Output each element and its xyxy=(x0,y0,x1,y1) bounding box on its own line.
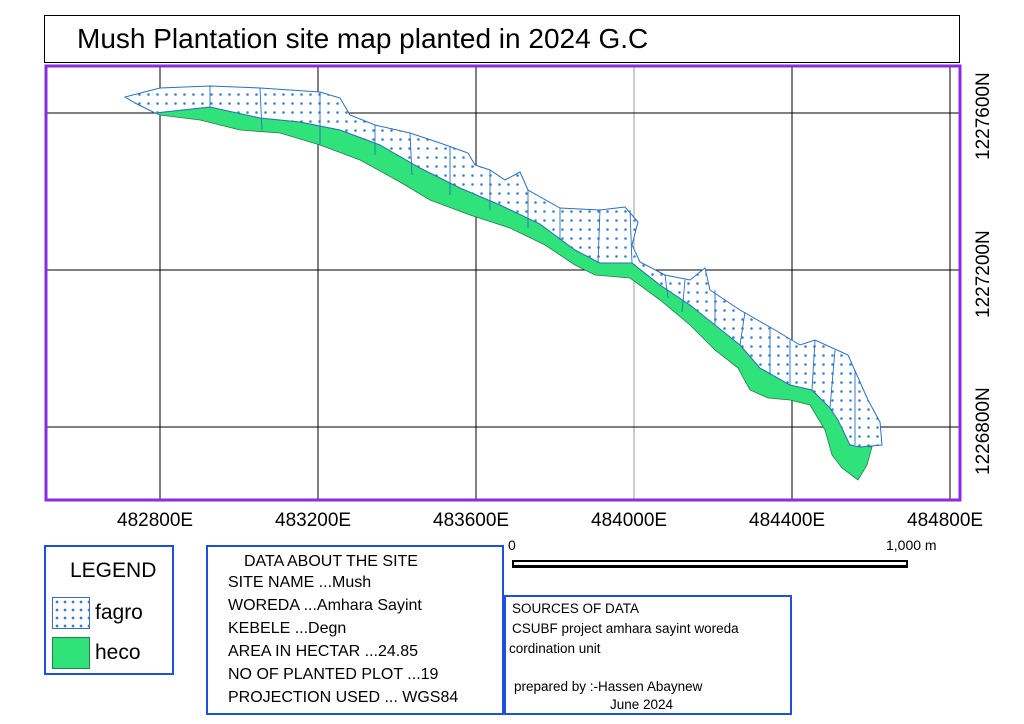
green-swatch-icon xyxy=(52,637,90,669)
graticule xyxy=(47,67,960,499)
plot-boundaries xyxy=(209,86,856,445)
site-info-title: DATA ABOUT THE SITE xyxy=(244,553,418,570)
sources-line: CSUBF project amhara sayint woreda xyxy=(512,621,739,636)
x-tick-label: 483600E xyxy=(433,510,510,531)
fagro-polygon xyxy=(123,85,883,448)
scale-start-label: 0 xyxy=(508,537,516,553)
map-title: Mush Plantation site map planted in 2024… xyxy=(77,23,649,54)
y-tick-label: 1226800N xyxy=(973,387,994,475)
scale-end-label: 1,000 m xyxy=(886,537,937,553)
x-tick-label: 483200E xyxy=(275,510,352,531)
dotted-swatch-icon xyxy=(52,597,90,629)
y-tick-label: 1227600N xyxy=(973,72,994,160)
map-title-box: Mush Plantation site map planted in 2024… xyxy=(44,15,960,63)
site-info-line: SITE NAME ...Mush xyxy=(228,574,372,591)
site-info-line: PROJECTION USED ... WGS84 xyxy=(228,689,459,706)
site-info-line: AREA IN HECTAR ...24.85 xyxy=(228,643,418,660)
x-tick-label: 484000E xyxy=(591,510,668,531)
scale-bar xyxy=(512,560,908,568)
sources-box: SOURCES OF DATA CSUBF project amhara say… xyxy=(504,595,792,715)
legend-label-fagro: fagro xyxy=(95,601,143,624)
x-tick-label: 484400E xyxy=(749,510,826,531)
prepared-date: June 2024 xyxy=(610,697,674,712)
sources-title: SOURCES OF DATA xyxy=(512,601,640,616)
prepared-by: prepared by :-Hassen Abaynew xyxy=(514,679,703,694)
y-tick-label: 1227200N xyxy=(973,230,994,318)
legend-title: LEGEND xyxy=(70,559,157,582)
legend-box: LEGEND fagro heco xyxy=(44,545,174,675)
heco-polygon xyxy=(154,106,873,481)
sources-line: cordination unit xyxy=(509,641,601,656)
site-info-line: NO OF PLANTED PLOT ...19 xyxy=(228,666,439,683)
map-frame xyxy=(44,64,962,502)
x-tick-label: 484800E xyxy=(907,510,984,531)
site-info-box: DATA ABOUT THE SITE SITE NAME ...Mush WO… xyxy=(206,545,504,715)
legend-label-heco: heco xyxy=(95,641,141,664)
site-info-line: WOREDA ...Amhara Sayint xyxy=(228,597,422,614)
x-tick-label: 482800E xyxy=(117,510,194,531)
site-info-line: KEBELE ...Degn xyxy=(228,620,347,637)
